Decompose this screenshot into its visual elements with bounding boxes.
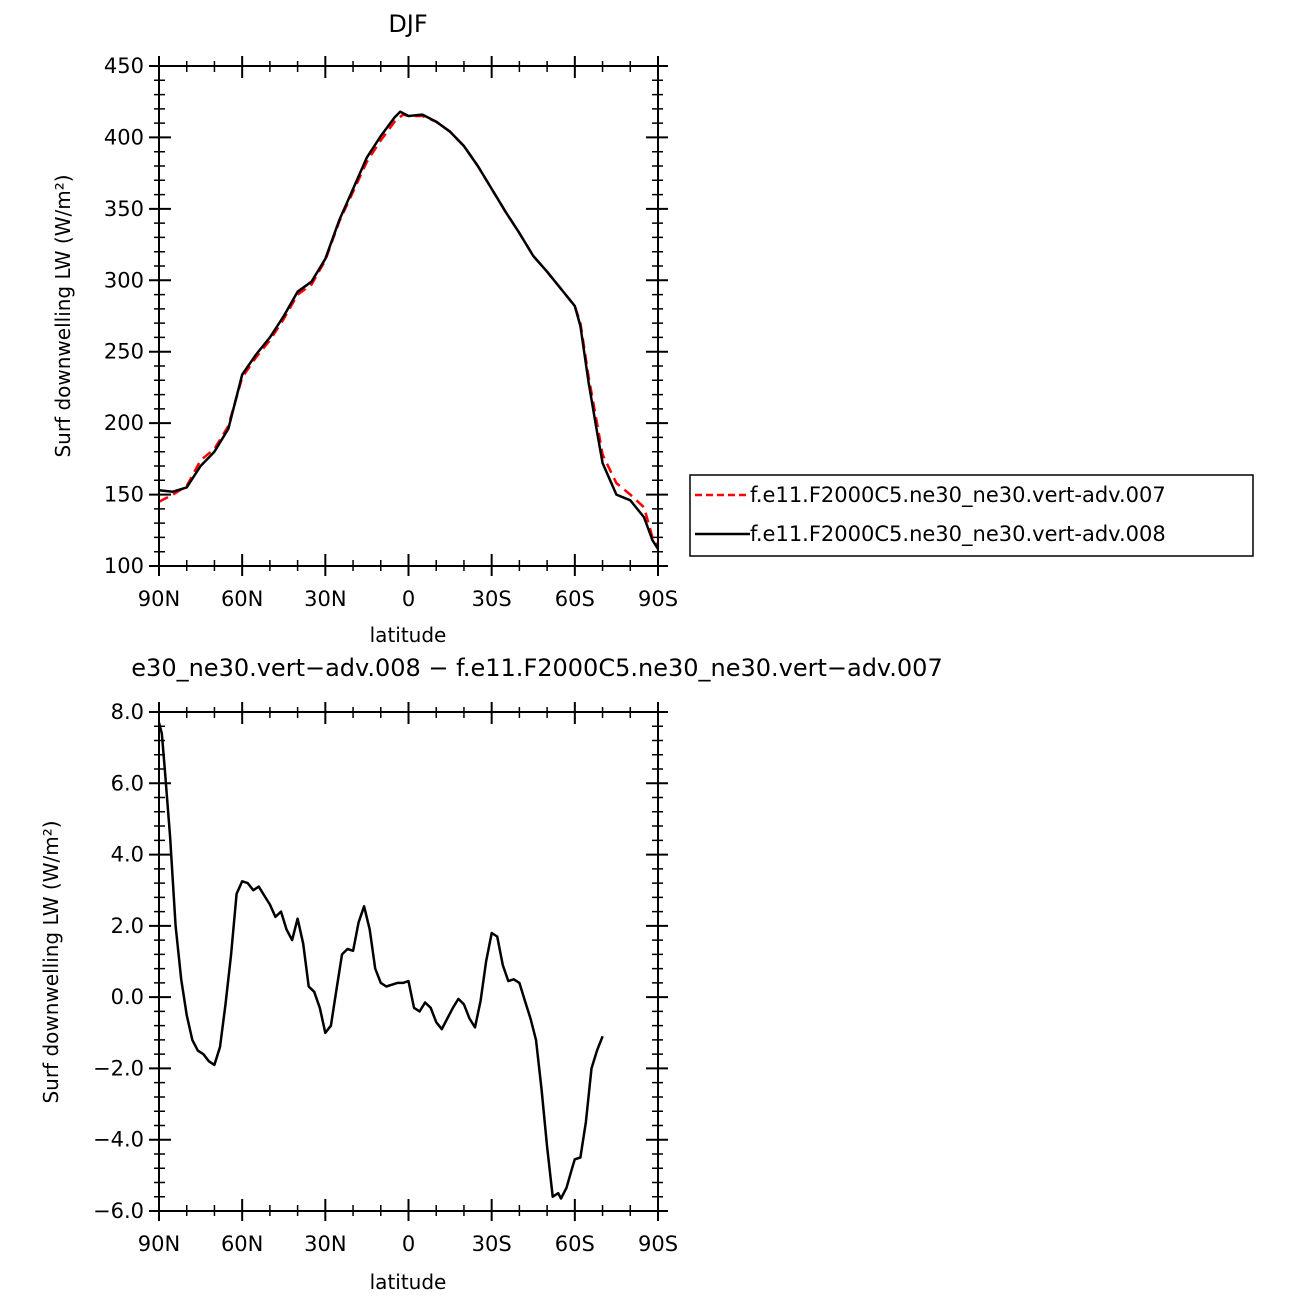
top-series-group — [158, 110, 660, 550]
top-x-tick-label-3: 0 — [402, 587, 415, 611]
legend-box — [689, 474, 1254, 557]
bottom-x-tick-label-1: 60N — [221, 1232, 263, 1256]
top-y-tick-label-7: 450 — [104, 54, 144, 78]
top-series-line-0 — [158, 113, 660, 549]
bottom-y-axis-label: Surf downwelling LW (W/m²) — [39, 820, 63, 1103]
bottom-y-tick-label-5: 4.0 — [111, 843, 144, 867]
top-x-tick-label-5: 60S — [555, 587, 595, 611]
top-x-tick-label-4: 30S — [472, 587, 512, 611]
bottom-series-line-0 — [157, 722, 604, 1200]
bottom-y-tick-label-3: 0.0 — [111, 985, 144, 1009]
bottom-series-group — [157, 722, 604, 1200]
bottom-plot-frame — [158, 711, 659, 1212]
top-y-tick-label-3: 250 — [104, 340, 144, 364]
bottom-axis-ticks — [149, 702, 668, 1221]
top-tick-labels: 90N 60N 30N 0 30S 60S 90S 100 150 200 250 300 350 400… — [104, 54, 678, 611]
bottom-y-tick-label-1: −4.0 — [93, 1128, 144, 1152]
top-y-tick-label-6: 400 — [104, 125, 144, 149]
bottom-y-tick-label-2: −2.0 — [93, 1056, 144, 1080]
top-y-tick-label-0: 100 — [104, 554, 144, 578]
bottom-x-axis-label: latitude — [370, 1270, 447, 1294]
top-y-tick-label-5: 350 — [104, 197, 144, 221]
top-x-tick-label-1: 60N — [221, 587, 263, 611]
legend: f.e11.F2000C5.ne30_ne30.vert-adv.007 f.e… — [689, 474, 1254, 557]
bottom-x-tick-label-6: 90S — [638, 1232, 678, 1256]
top-y-tick-label-1: 150 — [104, 483, 144, 507]
bottom-y-tick-label-7: 8.0 — [111, 700, 144, 724]
top-x-axis-label: latitude — [370, 623, 447, 647]
top-x-tick-label-0: 90N — [138, 587, 180, 611]
top-y-tick-label-4: 300 — [104, 268, 144, 292]
bottom-panel: e30_ne30.vert−adv.008 − f.e11.F2000C5.ne… — [39, 654, 943, 1294]
top-chart-title: DJF — [388, 10, 427, 38]
bottom-x-tick-label-0: 90N — [138, 1232, 180, 1256]
top-x-tick-label-2: 30N — [304, 587, 346, 611]
top-axis-ticks — [149, 56, 668, 576]
bottom-x-tick-label-3: 0 — [402, 1232, 415, 1256]
top-x-tick-label-6: 90S — [638, 587, 678, 611]
legend-label-008: f.e11.F2000C5.ne30_ne30.vert-adv.008 — [750, 522, 1166, 547]
bottom-y-tick-label-6: 6.0 — [111, 771, 144, 795]
top-y-tick-label-2: 200 — [104, 411, 144, 435]
bottom-y-tick-label-4: 2.0 — [111, 914, 144, 938]
bottom-x-tick-label-2: 30N — [304, 1232, 346, 1256]
legend-label-007: f.e11.F2000C5.ne30_ne30.vert-adv.007 — [750, 483, 1166, 508]
bottom-x-tick-label-5: 60S — [555, 1232, 595, 1256]
top-y-axis-label: Surf downwelling LW (W/m²) — [51, 174, 75, 457]
bottom-x-tick-label-4: 30S — [472, 1232, 512, 1256]
bottom-chart-title: e30_ne30.vert−adv.008 − f.e11.F2000C5.ne… — [131, 654, 942, 682]
top-plot-frame — [158, 65, 659, 567]
top-panel: DJF 90N 60N 30N 0 30S 60S 90S 100 150 200 250 300 35… — [51, 10, 678, 647]
bottom-y-tick-label-0: −6.0 — [93, 1199, 144, 1223]
bottom-tick-labels: 90N 60N 30N 0 30S 60S 90S −6.0 −4.0 −2.0 0.0 2.0 4.0… — [93, 700, 678, 1256]
top-series-line-1 — [158, 110, 660, 550]
